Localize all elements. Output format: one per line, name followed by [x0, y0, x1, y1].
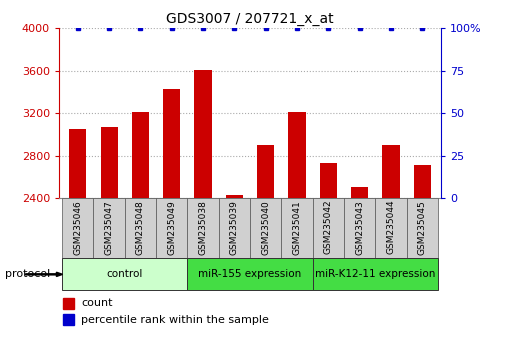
- Bar: [69, 129, 86, 198]
- Bar: [62, 198, 93, 258]
- Text: GSM235046: GSM235046: [73, 200, 82, 255]
- Text: GSM235041: GSM235041: [292, 200, 302, 255]
- Bar: [125, 198, 156, 258]
- Text: control: control: [107, 269, 143, 279]
- Bar: [250, 198, 282, 258]
- Text: miR-155 expression: miR-155 expression: [199, 269, 302, 279]
- Bar: [187, 198, 219, 258]
- Bar: [313, 258, 438, 290]
- Bar: [194, 70, 212, 198]
- Bar: [63, 298, 73, 309]
- Text: count: count: [81, 298, 113, 308]
- Text: GSM235040: GSM235040: [261, 200, 270, 255]
- Bar: [282, 198, 313, 258]
- Text: percentile rank within the sample: percentile rank within the sample: [81, 315, 269, 325]
- Text: GSM235039: GSM235039: [230, 200, 239, 255]
- Bar: [156, 198, 187, 258]
- Bar: [132, 112, 149, 198]
- Bar: [376, 198, 407, 258]
- Bar: [313, 198, 344, 258]
- Bar: [93, 198, 125, 258]
- Bar: [320, 163, 337, 198]
- Text: GSM235043: GSM235043: [355, 200, 364, 255]
- Bar: [187, 258, 313, 290]
- Bar: [344, 198, 376, 258]
- Text: GSM235038: GSM235038: [199, 200, 208, 255]
- Bar: [383, 145, 400, 198]
- Bar: [351, 187, 368, 198]
- Text: miR-K12-11 expression: miR-K12-11 expression: [315, 269, 436, 279]
- Bar: [257, 145, 274, 198]
- Text: GSM235044: GSM235044: [387, 200, 396, 255]
- Title: GDS3007 / 207721_x_at: GDS3007 / 207721_x_at: [166, 12, 334, 26]
- Bar: [219, 198, 250, 258]
- Text: GSM235047: GSM235047: [105, 200, 113, 255]
- Bar: [407, 198, 438, 258]
- Bar: [62, 258, 187, 290]
- Text: GSM235048: GSM235048: [136, 200, 145, 255]
- Bar: [414, 165, 431, 198]
- Text: protocol: protocol: [5, 269, 50, 279]
- Text: GSM235042: GSM235042: [324, 200, 333, 255]
- Bar: [163, 89, 181, 198]
- Text: GSM235049: GSM235049: [167, 200, 176, 255]
- Bar: [288, 112, 306, 198]
- Bar: [226, 195, 243, 198]
- Bar: [63, 314, 73, 325]
- Text: GSM235045: GSM235045: [418, 200, 427, 255]
- Bar: [101, 127, 117, 198]
